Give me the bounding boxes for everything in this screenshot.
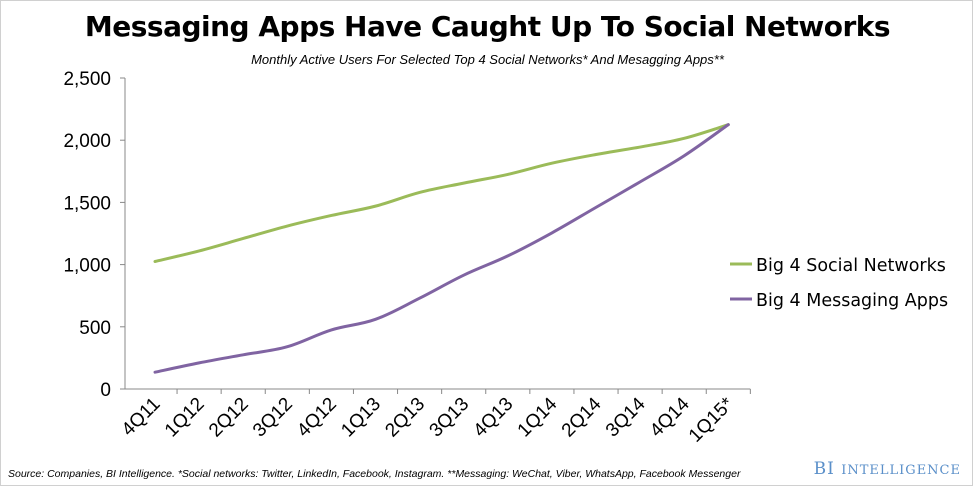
x-tick-label: 3Q13 (426, 394, 474, 442)
x-tick-label: 3Q12 (249, 394, 297, 442)
y-tick-label: 0 (100, 380, 111, 401)
series-group (153, 123, 730, 374)
brand-prefix: BI (813, 459, 835, 479)
y-tick-label: 1,500 (63, 193, 111, 214)
brand-logo: BI INTELLIGENCE (814, 459, 961, 479)
y-tick-label: 2,000 (63, 131, 111, 152)
x-tick-label: 2Q13 (381, 394, 429, 442)
series-line-big-4-messaging-apps (153, 123, 730, 374)
x-tick-label: 2Q12 (205, 394, 253, 442)
x-tick-label: 4Q11 (118, 394, 165, 441)
brand-name: INTELLIGENCE (841, 463, 961, 478)
y-tick-label: 500 (79, 318, 111, 339)
y-tick-label: 2,500 (63, 69, 111, 90)
x-tick-label: 4Q13 (470, 394, 518, 442)
y-tick-label: 1,000 (63, 256, 111, 277)
x-tick-label: 3Q14 (602, 393, 650, 441)
x-axis-group: 4Q111Q122Q123Q124Q121Q132Q133Q134Q131Q14… (118, 388, 751, 447)
x-tick-label: 1Q15* (685, 393, 738, 446)
legend-label: Big 4 Social Networks (756, 256, 946, 276)
x-tick-label: 1Q12 (161, 394, 209, 442)
x-tick-label: 1Q14 (514, 393, 562, 441)
x-tick-label: 1Q13 (337, 394, 385, 442)
x-tick-label: 4Q12 (293, 394, 341, 442)
legend-label: Big 4 Messaging Apps (756, 291, 948, 311)
series-line-big-4-social-networks (153, 123, 730, 263)
chart-title: Messaging Apps Have Caught Up To Social … (84, 10, 891, 43)
source-note: Source: Companies, BI Intelligence. *Soc… (8, 468, 741, 480)
chart-subtitle: Monthly Active Users For Selected Top 4 … (251, 52, 724, 67)
y-axis-group: 0 500 1,000 1,500 2,000 2,500 (63, 69, 126, 401)
x-tick-label: 2Q14 (558, 393, 606, 441)
legend: Big 4 Social Networks Big 4 Messaging App… (730, 256, 948, 311)
